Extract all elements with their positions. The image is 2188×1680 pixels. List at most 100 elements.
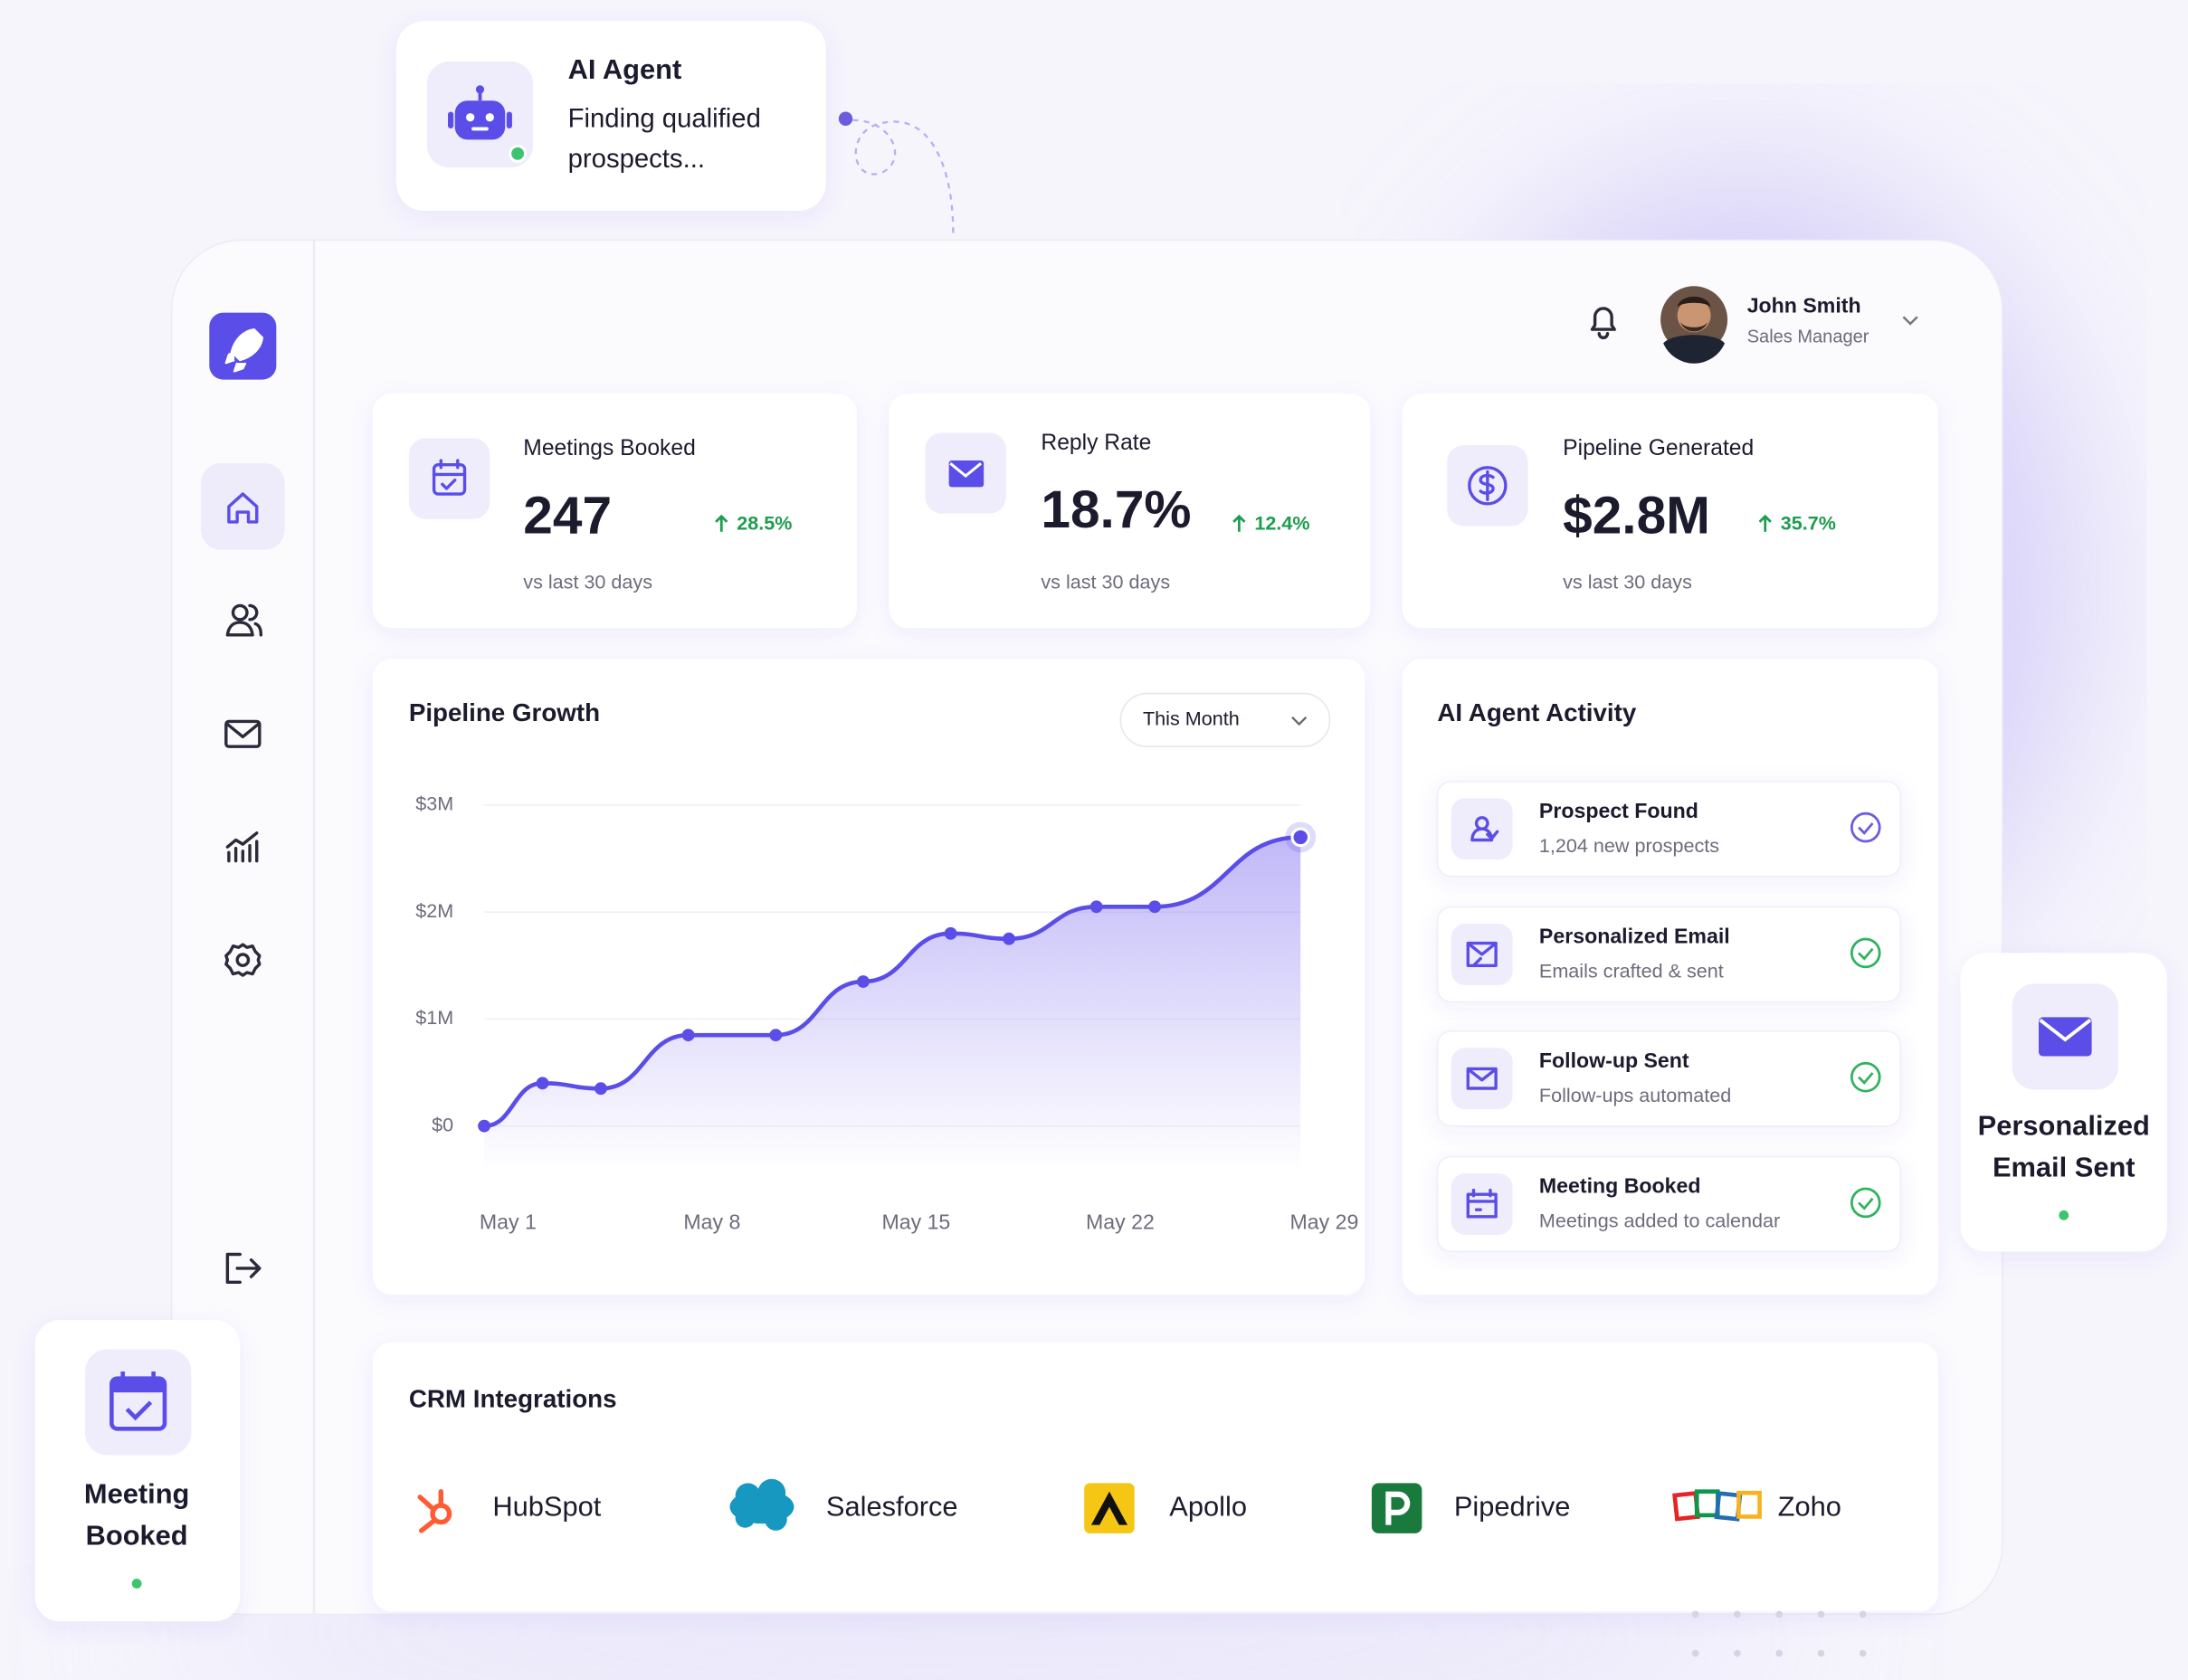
nav-logout[interactable] (225, 1252, 262, 1285)
kpi-value: 18.7% (1041, 480, 1191, 539)
icon-part (224, 719, 262, 748)
x-tick-label: May 1 (480, 1210, 537, 1234)
icon-part (125, 1400, 153, 1421)
crm-name: Salesforce (826, 1490, 958, 1522)
kpi-change: 35.7% (1781, 512, 1836, 535)
crm-name: Pipedrive (1454, 1490, 1571, 1522)
x-tick-label: May 8 (683, 1210, 740, 1234)
y-tick-label: $3M (415, 793, 453, 815)
icon-part (1775, 1649, 1784, 1657)
nav-home-active[interactable] (201, 463, 285, 550)
ai-agent-message: Finding qualified (568, 104, 761, 134)
icon-part (432, 462, 467, 496)
icon-part (1677, 299, 1711, 333)
dollar-icon (1468, 466, 1508, 506)
kpi-change: 28.5% (737, 512, 792, 535)
icon-part (432, 459, 467, 490)
kpi-label: Meetings Booked (523, 436, 696, 460)
icon-part (506, 111, 512, 129)
crm-card (372, 1342, 1938, 1612)
icon-part (1775, 1610, 1784, 1618)
kpi-value: 247 (523, 486, 612, 545)
kpi-note: vs last 30 days (1563, 570, 1692, 593)
activity-item (1436, 780, 1902, 878)
icon-part (224, 943, 262, 977)
nav-settings[interactable] (224, 943, 262, 977)
kpi-note: vs last 30 days (523, 570, 652, 593)
x-tick-label: May 22 (1086, 1210, 1155, 1234)
user-role: Sales Manager (1747, 327, 1869, 347)
status-check-mark (1858, 1197, 1874, 1210)
up-arrow (1232, 514, 1246, 532)
user-avatar[interactable] (1660, 286, 1728, 364)
notification-bell[interactable] (1590, 307, 1616, 339)
status-check (1850, 1061, 1881, 1093)
period-dropdown[interactable] (1119, 692, 1331, 747)
kpi-card (372, 394, 857, 629)
point (1089, 900, 1103, 914)
kpi-value: $2.8M (1563, 486, 1710, 545)
icon-part (1817, 1649, 1825, 1657)
kpi-label: Reply Rate (1041, 431, 1151, 455)
kpi-label: Pipeline Generated (1563, 436, 1754, 460)
up-arrow (1758, 514, 1772, 532)
point (681, 1029, 695, 1042)
nav-users[interactable] (225, 603, 263, 637)
icon-box (85, 1349, 192, 1456)
salesforce-logo (729, 1478, 794, 1531)
decor-dots (1691, 1610, 1867, 1657)
icon-part (1859, 1649, 1867, 1657)
icon-part (1590, 307, 1616, 339)
icon-part (1084, 1483, 1135, 1533)
activity-title: Meeting Booked (1539, 1174, 1701, 1198)
point (857, 975, 870, 988)
point (769, 1029, 783, 1042)
ai-agent-title: AI Agent (568, 53, 682, 85)
icon-part (225, 722, 260, 739)
user-menu-chevron[interactable] (1902, 316, 1918, 326)
icon-box (1451, 1173, 1513, 1235)
icon-part (1371, 1483, 1422, 1533)
point (1003, 932, 1015, 945)
icon-part (1385, 1491, 1411, 1525)
icon-part (225, 603, 263, 637)
x-tick-label: May 29 (1290, 1210, 1359, 1234)
robot-icon (448, 85, 512, 140)
icon-part (735, 1483, 761, 1509)
icon-part (1734, 1610, 1741, 1618)
activity-item (1436, 1030, 1902, 1127)
activity-title: AI Agent Activity (1437, 698, 1637, 726)
crm-list: HubSpot Salesforce Apollo Pipedrive Zoho (492, 1490, 1841, 1522)
hubspot-logo (417, 1488, 452, 1533)
icon-part (949, 461, 983, 479)
plot-area: $0 $1M $2M $3M May 1 May 8 May 15 May 22 May 29 (415, 793, 1358, 1234)
icon-part (120, 1372, 156, 1383)
status-check (1850, 937, 1881, 969)
activity-item (1436, 906, 1902, 1003)
point (1148, 900, 1162, 914)
point (1290, 827, 1311, 848)
meeting-booked-text: Booked (86, 1520, 188, 1552)
point (478, 1119, 491, 1133)
activity-subtitle: Follow-ups automated (1539, 1084, 1731, 1106)
icon-part (1090, 1491, 1128, 1525)
icon-part (765, 1508, 787, 1531)
nav-mail[interactable] (224, 719, 262, 748)
y-tick-label: $1M (415, 1006, 453, 1029)
point (595, 1082, 607, 1096)
x-tick-label: May 15 (881, 1210, 950, 1234)
activity-subtitle: Emails crafted & sent (1539, 960, 1724, 982)
icon-part (454, 100, 506, 140)
icon-part (485, 113, 494, 122)
rocket-icon (224, 327, 264, 373)
nav-analytics[interactable] (225, 831, 259, 863)
status-dot (2059, 1210, 2069, 1220)
status-dot (509, 144, 528, 163)
activity-list: Prospect Found 1,204 new prospects Persona… (1436, 780, 1902, 1253)
icon-part (1663, 335, 1726, 364)
kpi-note: vs last 30 days (1041, 570, 1170, 593)
activity-subtitle: 1,204 new prospects (1539, 834, 1719, 857)
up-arrow (715, 514, 728, 532)
point (536, 1077, 549, 1090)
